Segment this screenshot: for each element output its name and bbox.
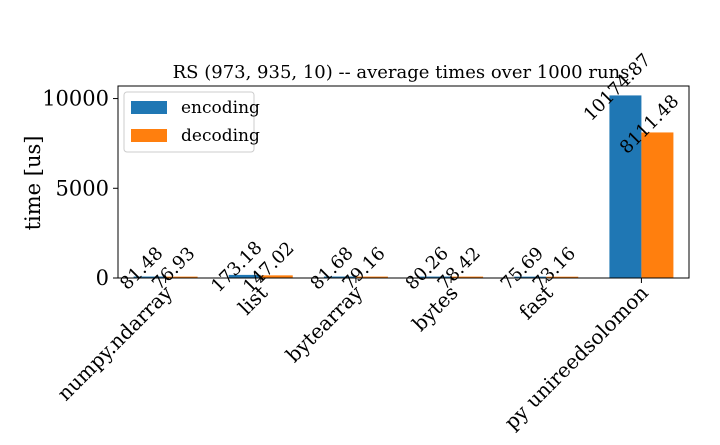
axes (117, 85, 690, 279)
x-tick-label: numpy.ndarray (52, 280, 177, 405)
bar-decoding-1 (260, 275, 293, 278)
bar-decoding-4 (546, 276, 579, 278)
legend-label: decoding (181, 126, 260, 146)
bar-encoding-0 (133, 276, 166, 278)
legend-label: encoding (181, 98, 260, 118)
x-tick-label: list (233, 281, 272, 320)
bars (133, 95, 674, 279)
legend-swatch-encoding (131, 101, 167, 114)
x-tick-label: fast (514, 281, 558, 325)
axes-frame (117, 85, 690, 279)
bar-encoding-1 (228, 274, 261, 278)
bar-encoding-2 (323, 276, 356, 278)
bar-decoding-3 (451, 276, 484, 278)
bar-encoding-4 (514, 276, 547, 278)
legend: encoding decoding (123, 91, 260, 153)
y-tick-label: 0 (96, 266, 109, 290)
x-tick-label: bytearray (281, 280, 368, 367)
y-tick-label: 5000 (56, 176, 109, 200)
bar-decoding-0 (165, 276, 198, 278)
bar-decoding-5 (641, 132, 674, 278)
y-ticks: 0 5000 10000 (42, 87, 118, 290)
bar-decoding-2 (355, 276, 388, 278)
chart-title: RS (973, 935, 10) -- average times over … (173, 62, 630, 83)
bar-encoding-3 (419, 276, 452, 278)
y-axis-label: time [us] (21, 136, 45, 231)
legend-swatch-decoding (131, 129, 167, 142)
y-tick-label: 10000 (42, 87, 109, 111)
bar-encoding-5 (609, 95, 642, 279)
